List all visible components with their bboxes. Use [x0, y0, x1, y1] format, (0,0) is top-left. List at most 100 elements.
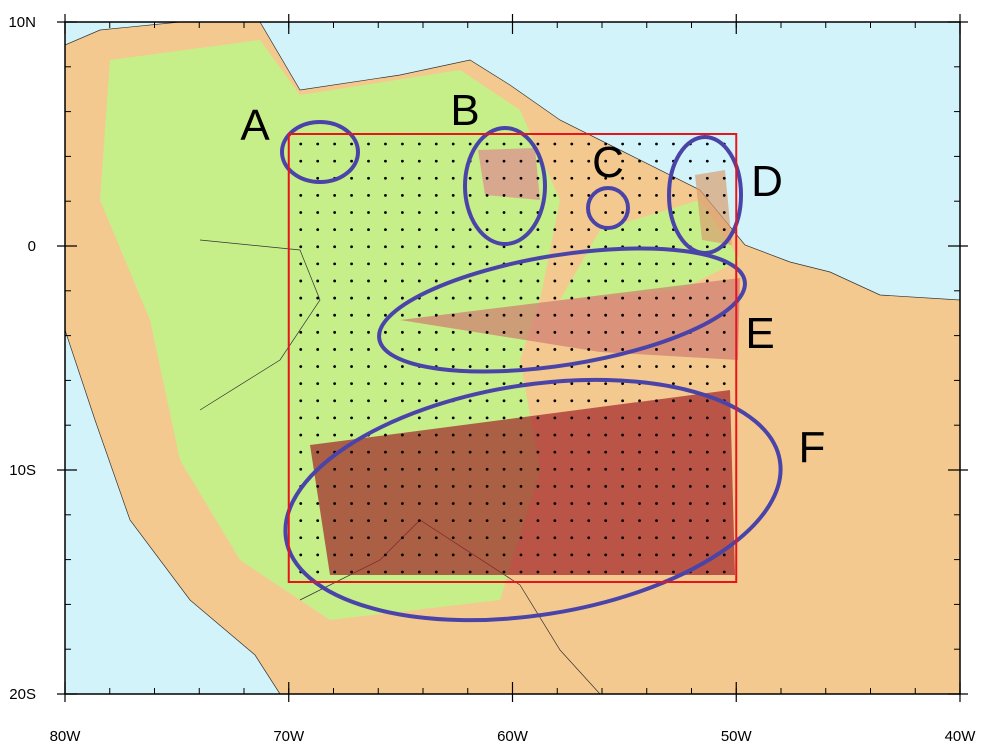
grid-point [655, 450, 658, 454]
grid-point [468, 245, 472, 249]
grid-point [621, 399, 625, 403]
grid-point [417, 313, 421, 317]
grid-point [604, 485, 608, 488]
grid-point [434, 193, 438, 197]
grid-point [400, 433, 404, 437]
ellipse [463, 126, 547, 246]
grid-point [705, 416, 709, 420]
x-tick-label: 60W [497, 728, 529, 744]
grid-point [553, 519, 557, 523]
grid-point [384, 330, 387, 334]
grid-point [587, 519, 591, 523]
grid-point [587, 348, 591, 351]
grid-point [316, 211, 320, 214]
grid-point [502, 519, 506, 523]
grid-point [417, 416, 421, 420]
grid-point [638, 519, 641, 523]
grid-point [400, 348, 404, 351]
grid-point [367, 211, 370, 214]
grid-point [621, 142, 625, 146]
grid-point [468, 365, 472, 368]
grid-point [705, 262, 709, 266]
grid-point [434, 279, 438, 283]
grid-point [688, 365, 692, 368]
grid-point [451, 228, 455, 232]
grid-point [299, 159, 303, 163]
grid-point [350, 313, 353, 317]
grid-point [350, 485, 353, 488]
grid-point [587, 570, 591, 574]
grid-point [519, 228, 523, 232]
grid-point [587, 416, 591, 420]
grid-point [468, 142, 472, 146]
grid-point [621, 450, 625, 454]
grid-point [316, 519, 320, 523]
grid-point [299, 330, 303, 334]
grid-point [705, 433, 709, 437]
grid-point [417, 245, 421, 249]
grid-point [468, 467, 472, 471]
grid-point [570, 159, 574, 163]
grid-point [519, 159, 523, 163]
grid-point [316, 433, 320, 437]
grid-point [350, 262, 353, 266]
grid-point [434, 382, 438, 386]
grid-point [400, 211, 404, 214]
grid-point [299, 211, 303, 214]
grid-point [688, 193, 692, 197]
grid-point [299, 433, 303, 437]
grid-point [367, 467, 370, 471]
grid-point [434, 570, 438, 574]
grid-point [451, 553, 455, 557]
grid-point [705, 502, 709, 505]
grid-point [604, 211, 608, 214]
grid-point [350, 519, 353, 523]
region-label: C [592, 138, 624, 187]
grid-point [604, 502, 608, 505]
grid-point [417, 433, 421, 437]
grid-point [468, 416, 472, 420]
grid-point [400, 159, 404, 163]
grid-point [621, 211, 625, 214]
grid-point [655, 262, 658, 266]
grid-point [536, 262, 540, 266]
grid-point [536, 193, 540, 197]
grid-point [333, 536, 337, 540]
grid-point [384, 211, 387, 214]
grid-point [553, 279, 557, 283]
grid-point [621, 570, 625, 574]
grid-point [705, 553, 709, 557]
region-label: F [799, 423, 826, 472]
grid-point [688, 433, 692, 437]
grid-point [553, 296, 557, 300]
grid-point [417, 467, 421, 471]
grid-point [705, 279, 709, 283]
grid-point [333, 262, 337, 266]
grid-point [400, 399, 404, 403]
grid-point [655, 416, 658, 420]
grid-point [570, 467, 574, 471]
grid-point [705, 348, 709, 351]
grid-point [705, 176, 709, 180]
grid-point [485, 176, 489, 180]
grid-point [587, 365, 591, 368]
grid-point [384, 296, 387, 300]
grid-point [299, 228, 303, 232]
grid-point [570, 553, 574, 557]
grid-point [468, 262, 472, 266]
grid-point [587, 159, 591, 163]
grid-point [536, 228, 540, 232]
grid-point [672, 279, 675, 283]
grid-point [688, 228, 692, 232]
grid-point [672, 502, 675, 505]
grid-point [316, 485, 320, 488]
grid-point [519, 553, 523, 557]
grid-point [316, 365, 320, 368]
grid-point [722, 211, 726, 214]
grid-point [417, 262, 421, 266]
grid-point [400, 313, 404, 317]
basemap [65, 22, 960, 694]
grid-point [434, 502, 438, 505]
grid-point [672, 485, 675, 488]
